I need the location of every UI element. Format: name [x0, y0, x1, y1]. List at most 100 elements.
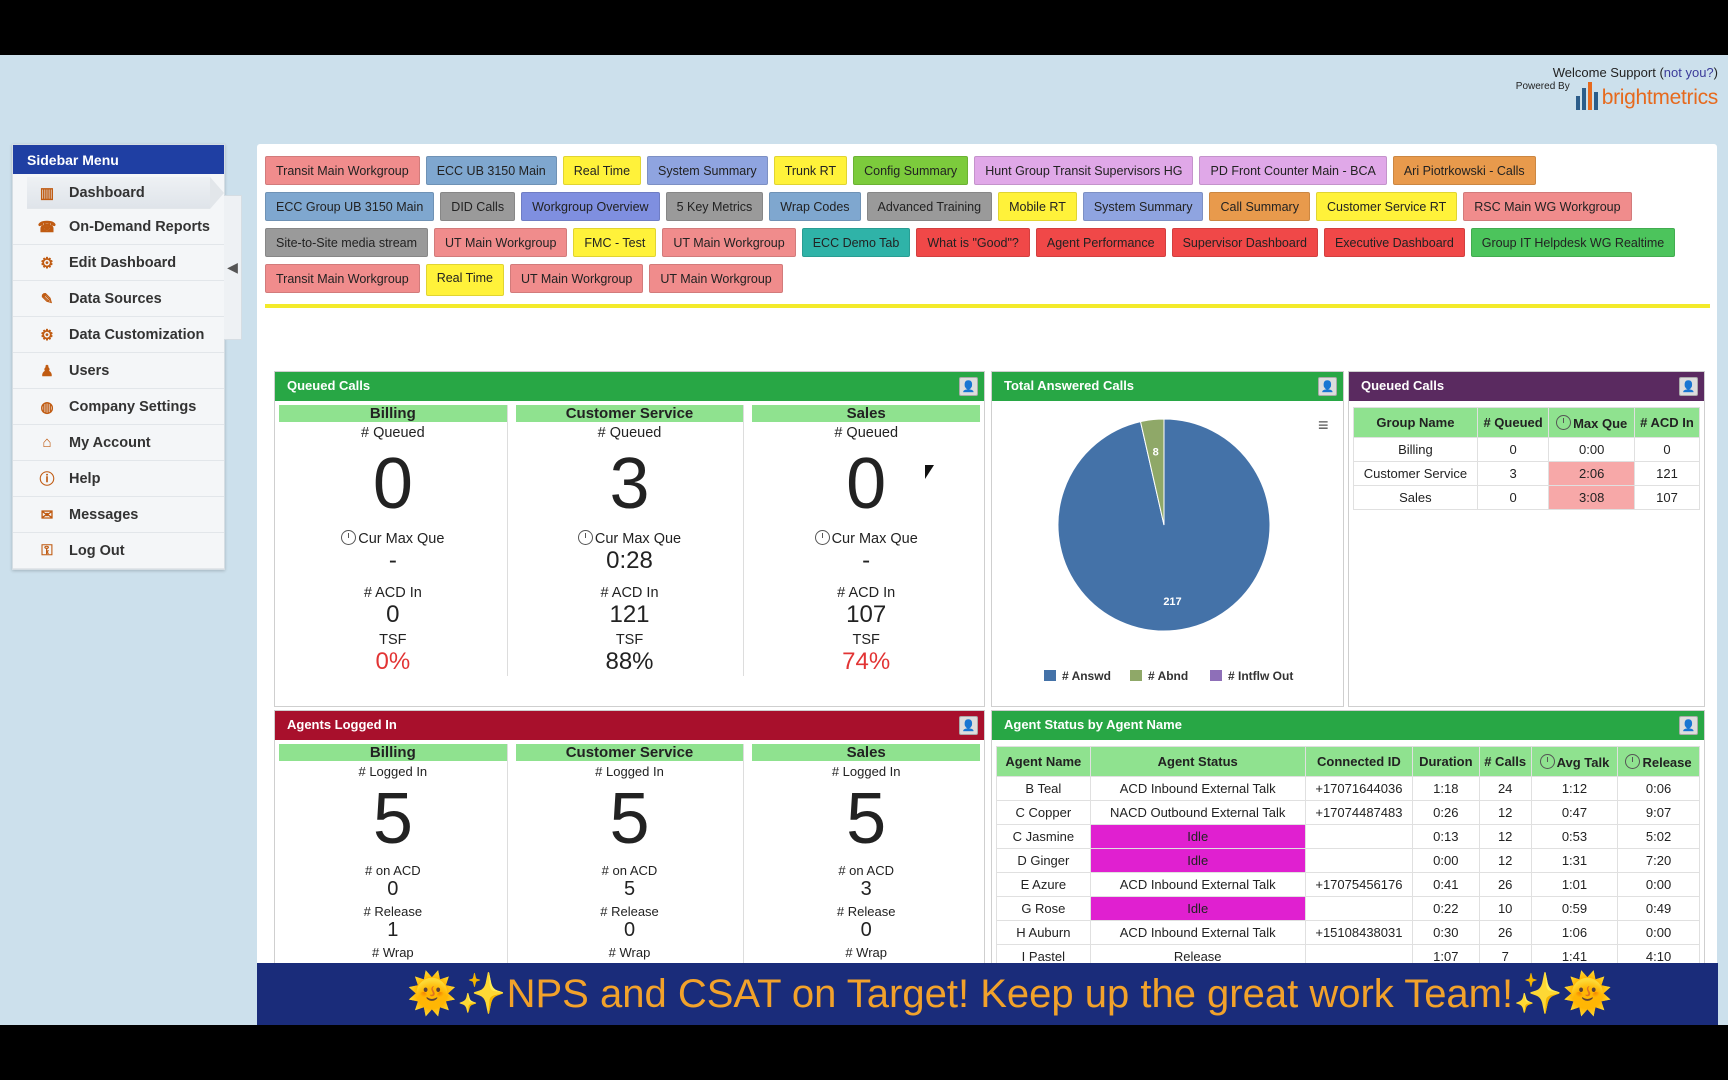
tab[interactable]: DID Calls	[440, 192, 516, 221]
legend-entry[interactable]: # Intflw Out	[1228, 669, 1293, 683]
tab[interactable]: Workgroup Overview	[521, 192, 660, 221]
acd-in-label: # ACD In	[600, 585, 659, 601]
tab[interactable]: UT Main Workgroup	[509, 264, 644, 293]
table-cell: 1:31	[1530, 848, 1619, 873]
on-acd-value: 3	[860, 878, 872, 900]
gears-icon: ⚙	[40, 326, 54, 344]
table-cell: Idle	[1089, 848, 1306, 873]
tab[interactable]: System Summary	[1082, 192, 1204, 221]
table-row: G Rose Idle 0:22 10 0:59 0:49	[996, 896, 1700, 921]
tab[interactable]: Agent Performance	[1035, 228, 1166, 257]
tab[interactable]: Customer Service RT	[1315, 192, 1458, 221]
cur-max-que-value: -	[388, 547, 397, 574]
table-cell: 12	[1478, 800, 1532, 825]
sidebar-item-messages[interactable]: ✉ Messages	[13, 497, 224, 533]
column-header[interactable]: Group Name	[1353, 407, 1478, 438]
tab[interactable]: RSC Main WG Workgroup	[1463, 192, 1632, 221]
tab[interactable]: Wrap Codes	[769, 192, 861, 221]
column-header[interactable]: Agent Status	[1089, 746, 1306, 777]
column-header[interactable]: Avg Talk	[1530, 746, 1619, 777]
table-row: Customer Service 3 2:06 121	[1353, 461, 1700, 486]
clock-icon	[341, 530, 357, 545]
tab[interactable]: UT Main Workgroup	[434, 228, 568, 257]
tab[interactable]: Advanced Training	[866, 192, 993, 221]
column-header[interactable]: # Queued	[1476, 407, 1550, 438]
panel-user-icon[interactable]: 👤	[1318, 377, 1337, 396]
table-row: D Ginger Idle 0:00 12 1:31 7:20	[996, 848, 1700, 873]
tab[interactable]: 5 Key Metrics	[665, 192, 764, 221]
sidebar-menu: Sidebar Menu ▥ Dashboard ☎ On-Demand Report…	[12, 144, 225, 570]
chart-menu-icon[interactable]: ≡	[1318, 415, 1329, 435]
sidebar-item-data-sources[interactable]: ✎ Data Sources	[13, 281, 224, 317]
sidebar-item-my-account[interactable]: ⌂ My Account	[13, 425, 224, 461]
tab[interactable]: Trunk RT	[773, 156, 848, 185]
logged-in-value: 5	[609, 779, 650, 859]
clock-icon	[577, 530, 593, 545]
tab[interactable]: Transit Main Workgroup	[265, 156, 420, 185]
column-header[interactable]: Agent Name	[996, 746, 1091, 777]
panel-user-icon[interactable]: 👤	[1679, 716, 1698, 735]
tab[interactable]: FMC - Test	[573, 228, 657, 257]
table-cell: 1:01	[1530, 872, 1619, 897]
sidebar-collapse-button[interactable]: ◀	[224, 195, 242, 340]
tab[interactable]: ECC UB 3150 Main	[425, 156, 557, 185]
tab[interactable]: Supervisor Dashboard	[1171, 228, 1318, 257]
clock-icon	[1625, 753, 1641, 769]
sidebar-item-users[interactable]: ♟ Users	[13, 353, 224, 389]
pie-slice-1[interactable]	[1139, 418, 1165, 526]
clock-icon	[1539, 753, 1555, 769]
tab[interactable]: System Summary	[647, 156, 768, 185]
tab[interactable]: Call Summary	[1209, 192, 1310, 221]
cur-max-que-label: Cur Max Que	[752, 530, 980, 547]
clock-icon	[1556, 414, 1572, 430]
sidebar-item-dashboard[interactable]: ▥ Dashboard	[27, 177, 224, 209]
table-cell: 0:13	[1412, 824, 1480, 849]
column-header[interactable]: # ACD In	[1634, 407, 1700, 438]
sidebar-item-edit-dashboard[interactable]: ⚙ Edit Dashboard	[13, 245, 224, 281]
column-header[interactable]: Release	[1617, 746, 1700, 777]
column-header[interactable]: Connected ID	[1304, 746, 1414, 777]
tab[interactable]: Transit Main Workgroup	[265, 264, 420, 293]
tab[interactable]: UT Main Workgroup	[649, 264, 783, 293]
bar-chart-icon: ▥	[39, 184, 55, 202]
tab[interactable]: ECC Demo Tab	[801, 228, 911, 257]
not-you-link[interactable]: not you?	[1663, 65, 1714, 80]
tab[interactable]: Site-to-Site media stream	[265, 228, 429, 257]
agent-status-header: Agent Status by Agent Name 👤	[992, 711, 1704, 740]
table-header-row: Agent Name Agent Status Connected ID Durati…	[996, 746, 1700, 777]
table-cell: +17075456176	[1304, 872, 1414, 897]
tab[interactable]: ECC Group UB 3150 Main	[265, 192, 435, 221]
column-header[interactable]: Duration	[1412, 746, 1480, 777]
logged-in-label: # Logged In	[358, 764, 428, 779]
sidebar-item-log-out[interactable]: ⚿ Log Out	[13, 533, 224, 569]
tab[interactable]: What is "Good"?	[916, 228, 1030, 257]
sidebar-item-data-customization[interactable]: ⚙ Data Customization	[13, 317, 224, 353]
total-answered-header: Total Answered Calls 👤	[992, 372, 1343, 401]
column-header[interactable]: Max Que	[1548, 407, 1636, 438]
tab[interactable]: Group IT Helpdesk WG Realtime	[1470, 228, 1676, 257]
column-header[interactable]: # Calls	[1478, 746, 1532, 777]
table-cell: +15108438031	[1304, 920, 1414, 945]
sidebar-item-company-settings[interactable]: ◍ Company Settings	[13, 389, 224, 425]
powered-by: Powered By brightmetrics	[1516, 81, 1718, 110]
tab[interactable]: Real Time	[425, 264, 504, 296]
tab[interactable]: Ari Piotrkowski - Calls	[1392, 156, 1536, 185]
legend-entry[interactable]: # Answd	[1062, 669, 1111, 683]
tab[interactable]: Hunt Group Transit Supervisors HG	[974, 156, 1194, 185]
sidebar-item-help[interactable]: ⓘ Help	[13, 461, 224, 497]
panel-user-icon[interactable]: 👤	[959, 377, 978, 396]
tab[interactable]: PD Front Counter Main - BCA	[1199, 156, 1387, 185]
tab[interactable]: UT Main Workgroup	[662, 228, 796, 257]
tab[interactable]: Executive Dashboard	[1323, 228, 1465, 257]
release-value: 0	[623, 919, 636, 941]
sidebar-item-label: Messages	[69, 506, 139, 523]
tab[interactable]: Real Time	[562, 156, 642, 185]
panel-user-icon[interactable]: 👤	[1679, 377, 1698, 396]
group-name: Customer Service	[515, 405, 744, 422]
legend-entry[interactable]: # Abnd	[1148, 669, 1188, 683]
tab[interactable]: Mobile RT	[998, 192, 1077, 221]
table-cell: 3	[1476, 461, 1550, 486]
panel-user-icon[interactable]: 👤	[959, 716, 978, 735]
sidebar-item-on-demand-reports[interactable]: ☎ On-Demand Reports	[13, 209, 224, 245]
tab[interactable]: Config Summary	[853, 156, 969, 185]
